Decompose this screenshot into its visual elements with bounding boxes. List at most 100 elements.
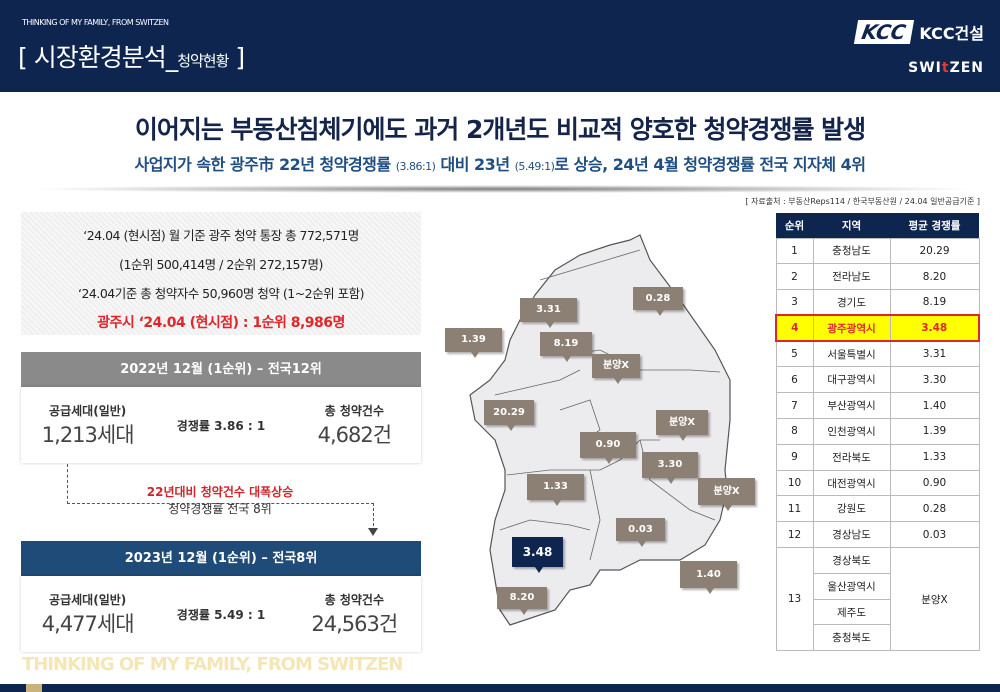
info-line: (1순위 500,414명 / 2순위 272,157명) bbox=[119, 257, 323, 272]
tagline: THINKING OF MY FAMILY, FROM SWITZEN bbox=[22, 18, 169, 27]
table-cell: 8 bbox=[775, 418, 814, 445]
table-cell: 광주광역시 bbox=[812, 314, 891, 343]
table-cell: 서울특별시 bbox=[812, 340, 891, 368]
table-row: 울산광역시 bbox=[776, 572, 979, 600]
info-line: ‘24.04기준 총 청약자수 50,960명 청약 (1~2순위 포함) bbox=[78, 286, 364, 301]
source-note: [ 자료출처 : 부동산Reps114 / 한국부동산원 / 24.04 일반공… bbox=[745, 197, 980, 206]
total-value: 24,563건 bbox=[311, 611, 398, 636]
table-cell: 분양X bbox=[889, 547, 980, 652]
table-cell: 8.20 bbox=[889, 263, 980, 291]
table-cell: 11 bbox=[775, 495, 814, 523]
total-label: 총 청약건수 bbox=[324, 403, 385, 418]
total-label: 총 청약건수 bbox=[324, 592, 385, 607]
table-cell: 경기도 bbox=[812, 289, 891, 316]
sub-part: 대비 23년 bbox=[435, 155, 515, 174]
table-cell: 경상북도 bbox=[812, 547, 891, 574]
map-label-daegu: 3.30 bbox=[642, 452, 698, 484]
table-cell: 경상남도 bbox=[812, 521, 891, 549]
info-highlight: 광주시 ‘24.04 (현시점) : 1순위 8,986명 bbox=[97, 315, 345, 331]
supply-label: 공급세대(일반) bbox=[49, 592, 127, 607]
table-cell: 충청남도 bbox=[812, 237, 891, 265]
table-cell: 충청북도 bbox=[812, 624, 891, 652]
korea-outline bbox=[469, 234, 731, 626]
transition-note: 22년대비 청약건수 대폭상승 bbox=[146, 485, 294, 499]
sub-ratio-2022: (3.86:1) bbox=[395, 160, 436, 173]
table-cell: 12 bbox=[775, 521, 814, 549]
table-row: 10 대전광역시 0.90 bbox=[775, 469, 980, 497]
divider-shadow bbox=[25, 185, 980, 193]
table-cell: 제주도 bbox=[812, 598, 891, 626]
map-label-chungnam: 20.29 bbox=[484, 400, 534, 431]
table-cell: 1 bbox=[775, 237, 814, 265]
year-2022-body: 공급세대(일반) 1,213세대 경쟁률 3.86 : 1 총 청약건수 4,682… bbox=[21, 387, 421, 463]
table-cell: 7 bbox=[775, 392, 814, 420]
table-cell: 3.30 bbox=[889, 366, 980, 394]
table-cell: 강원도 bbox=[812, 495, 891, 523]
footer-bar bbox=[0, 684, 1000, 692]
section-title-close: ] bbox=[228, 43, 245, 72]
brand-a: SWI bbox=[908, 60, 942, 76]
table-cell: 0.28 bbox=[889, 495, 980, 523]
footer-accent bbox=[26, 684, 42, 692]
table-row: 11 강원도 0.28 bbox=[775, 495, 980, 523]
brand-b: ZEN bbox=[949, 60, 984, 76]
total-value: 4,682건 bbox=[317, 422, 392, 447]
transition-note: 청약경쟁률 전국 8위 bbox=[168, 502, 272, 516]
map-label-chungbuk: 분양X bbox=[592, 354, 640, 384]
connector-line bbox=[67, 464, 68, 504]
table-cell: 6 bbox=[775, 366, 814, 394]
table-row: 충청북도 bbox=[776, 624, 979, 652]
table-row: 3 경기도 8.19 bbox=[775, 289, 980, 316]
table-row: 9 전라북도 1.33 bbox=[775, 443, 980, 471]
ratio: 경쟁률 3.86 : 1 bbox=[176, 418, 266, 433]
col-header-region: 지역 bbox=[813, 213, 890, 238]
table-row: 7 부산광역시 1.40 bbox=[775, 392, 980, 420]
year-2023-header: 2023년 12월 (1순위) – 전국8위 bbox=[21, 541, 421, 576]
col-header-rank: 순위 bbox=[776, 213, 813, 238]
table-cell: 1.39 bbox=[889, 418, 980, 445]
kcc-logo: KCC KCC건설 bbox=[853, 20, 984, 44]
table-cell: 8.19 bbox=[889, 289, 980, 316]
map-label-gyeonggi: 8.19 bbox=[540, 332, 592, 362]
sub-part: 사업지가 속한 광주市 22년 청약경쟁률 bbox=[134, 155, 396, 174]
table-cell: 3.48 bbox=[889, 314, 980, 343]
table-cell: 4 bbox=[775, 314, 814, 343]
brand-t: t bbox=[941, 60, 950, 76]
table-cell: 1.33 bbox=[889, 443, 980, 471]
table-cell: 인천광역시 bbox=[812, 418, 891, 445]
table-cell: 3.31 bbox=[889, 340, 980, 368]
table-cell: 대전광역시 bbox=[812, 469, 891, 497]
arrow-down-icon bbox=[368, 528, 378, 541]
map-label-jeonbuk: 1.33 bbox=[527, 474, 584, 506]
connector-line bbox=[373, 503, 374, 531]
table-row: 제주도 bbox=[776, 598, 979, 626]
supply-value: 1,213세대 bbox=[41, 422, 135, 447]
table-row: 1 충청남도 20.29 bbox=[775, 237, 980, 265]
table-cell: 13 bbox=[775, 547, 814, 652]
map-label-jeonnam: 8.20 bbox=[497, 587, 547, 615]
section-title: [ 시장환경분석_청약현황 ] bbox=[18, 38, 245, 74]
connector-line bbox=[67, 503, 374, 504]
table-row: 8 인천광역시 1.39 bbox=[775, 418, 980, 445]
table-cell: 9 bbox=[775, 443, 814, 471]
map-label-busan: 1.40 bbox=[680, 561, 737, 594]
table-cell: 10 bbox=[775, 469, 814, 497]
table-cell: 0.90 bbox=[889, 469, 980, 497]
info-box: ‘24.04 (현시점) 월 기준 광주 청약 통장 총 772,571명 (1… bbox=[21, 212, 421, 335]
section-title-main: [ 시장환경분석_ bbox=[18, 43, 178, 72]
ranking-table: 순위 지역 평균 경쟁률 1 충청남도 20.29 2 전라남도 8.20 3 경기도 8.19… bbox=[775, 213, 980, 652]
footer-tagline: THINKING OF MY FAMILY, FROM SWITZEN bbox=[22, 654, 403, 675]
kcc-logo-mark: KCC bbox=[853, 20, 914, 44]
kcc-logo-name: KCC건설 bbox=[919, 24, 984, 43]
korea-map bbox=[440, 220, 760, 644]
map-label-gwangju: 3.48 bbox=[512, 537, 563, 573]
table-row: 2 전라남도 8.20 bbox=[775, 263, 980, 291]
table-cell: 울산광역시 bbox=[812, 572, 891, 600]
map-label-ulsan: 분양X bbox=[698, 478, 755, 511]
map-label-gyeongbuk: 분양X bbox=[656, 410, 708, 441]
page-title: 이어지는 부동산침체기에도 과거 2개년도 비교적 양호한 청약경쟁률 발생 bbox=[134, 115, 866, 144]
supply-value: 4,477세대 bbox=[41, 611, 135, 636]
section-subtitle: 청약현황 bbox=[177, 52, 229, 70]
map-label-seoul: 3.31 bbox=[520, 298, 577, 328]
info-line: ‘24.04 (현시점) 월 기준 광주 청약 통장 총 772,571명 bbox=[83, 228, 359, 243]
